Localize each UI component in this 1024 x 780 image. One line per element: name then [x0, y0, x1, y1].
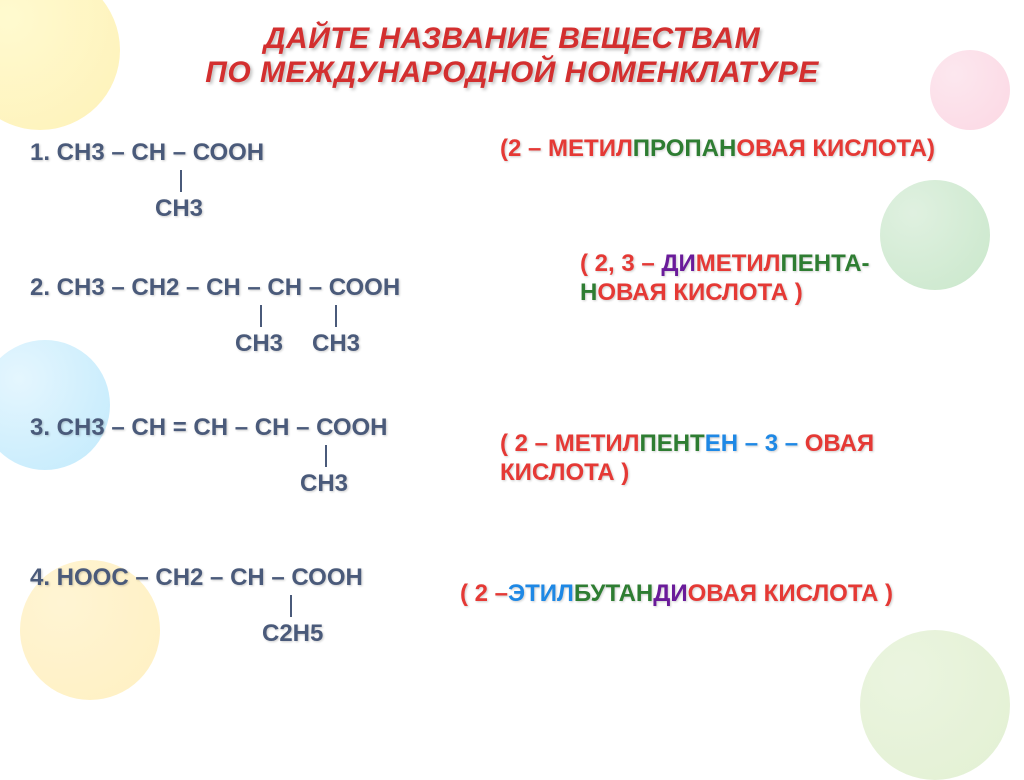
- formula-1-branch: СН3: [155, 195, 203, 223]
- ans4-seg: ( 2 –: [460, 580, 508, 607]
- ans3-seg: ЕН – 3 –: [705, 430, 805, 457]
- ans3-seg: ОВАЯ: [805, 430, 874, 457]
- ans1-seg: (2 –: [500, 135, 548, 162]
- formula-2-branch-2: СН3: [312, 330, 360, 358]
- formula-3-main: 3. СН3 – СН = СН – СН – СООН: [30, 415, 388, 441]
- formula-4-branch: С2Н5: [262, 620, 323, 648]
- ans2-seg: ПЕНТА-: [780, 250, 869, 277]
- ans2-seg: ( 2, 3 –: [580, 250, 661, 277]
- ans1-seg: МЕТИЛ: [548, 135, 633, 162]
- formula-4-bond: [290, 595, 292, 617]
- formula-2-main: 2. СН3 – СН2 – СН – СН – СООН: [30, 275, 400, 301]
- ans1-seg: ПРОПАН: [633, 135, 737, 162]
- ans4-seg: ДИ: [653, 580, 687, 607]
- ans4-seg: БУТАН: [574, 580, 653, 607]
- formula-2-bond-2: [335, 305, 337, 327]
- ans2-seg: ДИ: [661, 250, 695, 277]
- bg-balloon: [860, 630, 1010, 780]
- formula-3-branch: СН3: [300, 470, 348, 498]
- formula-4-main: 4. НООС – СН2 – СН – СООН: [30, 565, 363, 591]
- bg-balloon: [0, 340, 110, 470]
- ans2-seg: ОВАЯ КИСЛОТА ): [597, 279, 802, 306]
- ans3-seg: МЕТИЛ: [555, 430, 640, 457]
- title-line-2: ПО МЕЖДУНАРОДНОЙ НОМЕНКЛАТУРЕ: [40, 56, 984, 90]
- answer-4: ( 2 –ЭТИЛБУТАНДИОВАЯ КИСЛОТА ): [460, 580, 893, 609]
- formula-2-bond-1: [260, 305, 262, 327]
- ans3-seg: КИСЛОТА ): [500, 459, 629, 486]
- answer-3: ( 2 – МЕТИЛПЕНТЕН – 3 – ОВАЯ КИСЛОТА ): [500, 430, 1000, 488]
- formula-1-main: 1. СН3 – СН – СООН: [30, 140, 264, 166]
- title-line-1: ДАЙТЕ НАЗВАНИЕ ВЕЩЕСТВАМ: [40, 22, 984, 56]
- formula-3-bond: [325, 445, 327, 467]
- answer-1: (2 – МЕТИЛПРОПАНОВАЯ КИСЛОТА): [500, 135, 935, 164]
- ans4-seg: ЭТИЛ: [508, 580, 574, 607]
- ans3-seg: ПЕНТ: [639, 430, 704, 457]
- answer-2: ( 2, 3 – ДИМЕТИЛПЕНТА- НОВАЯ КИСЛОТА ): [580, 250, 1000, 308]
- ans2-seg: МЕТИЛ: [696, 250, 781, 277]
- ans2-seg: Н: [580, 279, 597, 306]
- ans3-seg: ( 2 –: [500, 430, 555, 457]
- ans1-seg: ОВАЯ КИСЛОТА: [736, 135, 927, 162]
- formula-1-bond: [180, 170, 182, 192]
- formula-2-branch-1: СН3: [235, 330, 283, 358]
- ans1-seg: ): [927, 135, 935, 162]
- ans4-seg: ОВАЯ КИСЛОТА ): [688, 580, 893, 607]
- slide-title: ДАЙТЕ НАЗВАНИЕ ВЕЩЕСТВАМ ПО МЕЖДУНАРОДНО…: [40, 22, 984, 90]
